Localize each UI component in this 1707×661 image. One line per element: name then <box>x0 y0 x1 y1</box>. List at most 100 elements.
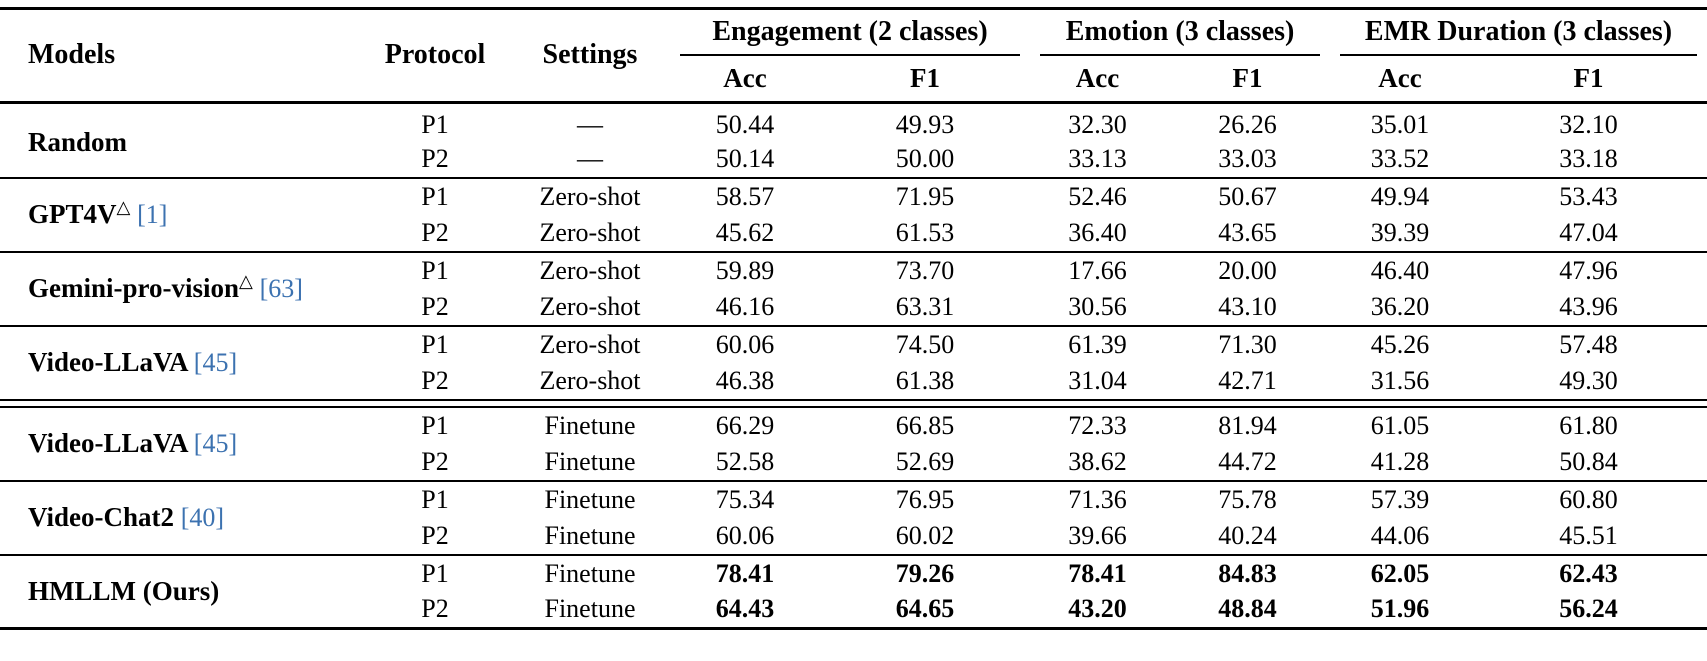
value-cell-emotion-acc: 38.62 <box>1068 446 1127 476</box>
value-cell-engagement-acc: 75.34 <box>670 479 820 518</box>
table-row: P2 — 50.14 50.00 33.13 33.03 33.52 33.18 <box>0 141 1707 178</box>
model-name-cell: Video-LLaVA [45] <box>0 407 360 481</box>
model-name: GPT4V <box>28 199 117 229</box>
model-name-cell: Video-Chat2 [40] <box>0 479 360 555</box>
value-cell-emr-acc: 35.01 <box>1370 109 1430 139</box>
table-header: Models Protocol Settings Engagement (2 c… <box>0 9 1707 102</box>
value-cell-emotion-f1: 43.10 <box>1218 291 1277 321</box>
value-cell-engagement-acc: 64.43 <box>715 594 775 624</box>
setting-cell: Finetune <box>544 594 636 624</box>
protocol-cell: P2 <box>421 143 449 173</box>
protocol-cell: P2 <box>421 594 449 624</box>
value-cell-emotion-acc: 78.41 <box>1030 553 1166 592</box>
results-table: Models Protocol Settings Engagement (2 c… <box>0 7 1707 630</box>
value-cell-engagement-f1: 63.31 <box>895 291 955 321</box>
value-cell-emr-f1: 62.43 <box>1470 553 1707 592</box>
table-row: Gemini-pro-vision△ [63] P1 Zero-shot 59.89 7… <box>0 250 1707 326</box>
value-cell-emr-f1: 57.48 <box>1470 324 1707 363</box>
value-cell-emotion-acc: 61.39 <box>1030 324 1166 363</box>
col-group-emotion: Emotion (3 classes) <box>1030 9 1330 56</box>
value-cell-emr-acc: 41.28 <box>1370 446 1430 476</box>
value-cell-emr-acc: 36.20 <box>1370 291 1430 321</box>
setting-cell: Zero-shot <box>539 291 641 321</box>
setting-cell: Finetune <box>544 520 636 550</box>
setting-cell: — <box>577 143 603 173</box>
protocol-cell: P2 <box>421 365 449 395</box>
value-cell-emr-acc: 51.96 <box>1370 594 1430 624</box>
value-cell-emr-acc: 49.94 <box>1330 176 1471 215</box>
value-cell-engagement-f1: 71.95 <box>820 176 1031 215</box>
col-header-engagement-acc: Acc <box>723 62 767 93</box>
header-row-groups: Models Protocol Settings Engagement (2 c… <box>0 9 1707 70</box>
protocol-cell: P1 <box>360 479 510 518</box>
table-row: P2 Finetune 60.06 60.02 39.66 40.24 44.06 45.51 <box>0 518 1707 555</box>
model-name: Video-LLaVA <box>28 347 188 377</box>
protocol-cell: P1 <box>360 176 510 215</box>
citation-link[interactable]: [63] <box>259 274 303 303</box>
value-cell-emotion-acc: 31.04 <box>1068 365 1127 395</box>
table-body: Random P1—50.44 49.93 32.30 26.26 35.01 32.10 P… <box>0 102 1707 629</box>
setting-cell: Finetune <box>544 446 636 476</box>
setting-cell: Finetune <box>544 410 636 440</box>
value-cell-emotion-f1: 44.72 <box>1218 446 1277 476</box>
setting-cell: Finetune <box>510 479 670 518</box>
value-cell-emr-f1: 53.43 <box>1470 176 1707 215</box>
citation-link[interactable]: [40] <box>180 503 225 532</box>
protocol-cell: P1 <box>360 324 510 363</box>
table-row: P2 Finetune 52.58 52.69 38.62 44.72 41.28 50.84 <box>0 444 1707 481</box>
table-row: Video-Chat2 [40] P1 Finetune 75.34 76.95 71.3… <box>0 479 1707 555</box>
value-cell-emr-acc: 57.39 <box>1330 479 1471 518</box>
spacer <box>187 347 194 377</box>
value-cell-engagement-acc: 45.62 <box>715 217 775 247</box>
col-group-emr-duration-label: EMR Duration (3 classes) <box>1340 16 1698 56</box>
protocol-cell: P2 <box>421 291 449 321</box>
citation-link[interactable]: [1] <box>137 200 168 229</box>
spacer <box>187 428 194 458</box>
setting-cell: Zero-shot <box>539 365 641 395</box>
model-superscript-triangle: △ <box>116 197 131 217</box>
value-cell-emr-acc: 61.05 <box>1370 410 1430 440</box>
citation-link[interactable]: [45] <box>193 429 238 458</box>
value-cell-engagement-acc: 59.89 <box>670 250 820 289</box>
value-cell-emotion-f1: 84.83 <box>1165 553 1331 592</box>
value-cell-emotion-f1: 42.71 <box>1218 365 1277 395</box>
header-row-metrics: Acc F1 Acc F1 Acc F1 <box>0 56 1707 102</box>
col-group-emotion-label: Emotion (3 classes) <box>1040 16 1321 56</box>
value-cell-emr-f1: 45.51 <box>1559 520 1618 550</box>
col-header-emr-acc: Acc <box>1378 62 1422 93</box>
col-header-settings: Settings <box>542 39 638 71</box>
double-rule <box>0 398 1707 408</box>
results-table-container: Models Protocol Settings Engagement (2 c… <box>0 7 1707 630</box>
value-cell-emr-acc: 31.56 <box>1370 365 1430 395</box>
table-row: Video-LLaVA [45] P1 Finetune 66.29 66.85 72.3… <box>0 407 1707 459</box>
value-cell-engagement-f1: 66.85 <box>895 410 955 440</box>
value-cell-engagement-f1: 50.00 <box>895 143 955 173</box>
col-group-engagement: Engagement (2 classes) <box>670 9 1030 56</box>
value-cell-emr-f1: 47.04 <box>1559 217 1618 247</box>
value-cell-emotion-f1: 33.03 <box>1218 143 1277 173</box>
setting-cell: Zero-shot <box>510 250 670 289</box>
value-cell-emr-acc: 33.52 <box>1370 143 1430 173</box>
value-cell-engagement-f1: 79.26 <box>820 553 1031 592</box>
model-name-cell: Random <box>0 102 360 178</box>
value-cell-emotion-f1: 40.24 <box>1218 520 1277 550</box>
col-header-engagement-f1: F1 <box>910 62 940 93</box>
value-cell-emr-acc: 45.26 <box>1330 324 1471 363</box>
value-cell-engagement-acc: 50.14 <box>715 143 775 173</box>
spacer <box>174 502 181 532</box>
model-name-cell: Video-LLaVA [45] <box>0 324 360 400</box>
value-cell-emotion-f1: 43.65 <box>1218 217 1277 247</box>
value-cell-emotion-f1: 81.94 <box>1218 410 1277 440</box>
value-cell-emr-f1: 47.96 <box>1470 250 1707 289</box>
col-header-emotion-acc: Acc <box>1075 62 1120 93</box>
value-cell-emotion-acc: 36.40 <box>1068 217 1127 247</box>
citation-link[interactable]: [45] <box>193 348 238 377</box>
model-name: Random <box>28 127 128 157</box>
col-header-models: Models <box>28 39 116 71</box>
value-cell-emotion-acc: 33.13 <box>1068 143 1127 173</box>
table-row: Video-LLaVA [45] P1 Zero-shot 60.06 74.50 61.… <box>0 324 1707 400</box>
setting-cell: — <box>577 109 603 139</box>
value-cell-emr-f1: 43.96 <box>1559 291 1618 321</box>
value-cell-emr-f1: 61.80 <box>1559 410 1618 440</box>
value-cell-emotion-acc: 72.33 <box>1068 410 1127 440</box>
